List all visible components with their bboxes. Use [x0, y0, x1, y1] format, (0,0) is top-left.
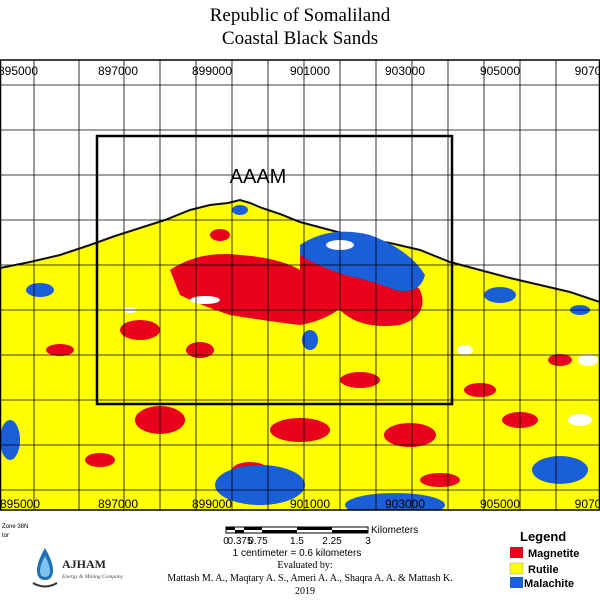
- no-data-patches: [123, 240, 598, 426]
- credits-authors: Mattash M. A., Maqtary A. S., Ameri A. A…: [167, 573, 453, 584]
- x-tick-bottom: 895000: [0, 497, 40, 511]
- legend-label-malachite: Malachite: [524, 578, 574, 590]
- logo-subtitle: Energy & Mining Company: [61, 574, 124, 580]
- study-area-label: AAAM: [230, 166, 287, 188]
- credits: Evaluated by: Mattash M. A., Maqtary A. …: [167, 560, 453, 597]
- scale-tick: 0.375: [227, 536, 252, 547]
- coastline: [0, 198, 600, 303]
- scale-tick: 0: [223, 536, 229, 547]
- x-tick-bottom: 899000: [192, 497, 232, 511]
- x-tick-top: 9070: [575, 64, 600, 78]
- scale-tick: 0.75: [248, 536, 268, 547]
- scale-tick: 2.25: [322, 536, 342, 547]
- water-drop-icon: [32, 548, 58, 588]
- scale-note: 1 centimeter = 0.6 kilometers: [233, 548, 362, 559]
- legend-swatch-rutile: [509, 562, 524, 575]
- x-tick-bottom: 897000: [98, 497, 138, 511]
- x-tick-top: 903000: [385, 64, 425, 78]
- credits-year: 2019: [295, 586, 315, 597]
- projection-zone: Zone 38N: [2, 524, 28, 530]
- scale-bar: 0 0.375 0.75 1.5 2.25 3 Kilometers 1 cen…: [223, 525, 418, 559]
- x-axis-top: 895000 897000 899000 901000 903000 90500…: [0, 64, 600, 78]
- x-tick-top: 901000: [290, 64, 330, 78]
- legend-label-magnetite: Magnetite: [528, 548, 579, 560]
- legend-label-rutile: Rutile: [528, 564, 559, 576]
- study-area-outline: [95, 134, 454, 406]
- credits-heading: Evaluated by:: [277, 560, 332, 571]
- map-title-line-1: Republic of Somaliland: [209, 5, 391, 26]
- legend-title: Legend: [520, 529, 566, 544]
- x-tick-bottom: 903000: [385, 497, 425, 511]
- x-tick-top: 895000: [0, 64, 38, 78]
- map-title-line-2: Coastal Black Sands: [221, 28, 379, 49]
- projection-type: tor: [2, 533, 9, 539]
- scale-unit: Kilometers: [371, 525, 418, 536]
- logo-name: AJHAM: [62, 557, 106, 571]
- x-tick-top: 905000: [480, 64, 520, 78]
- x-tick-bottom: 9070: [575, 497, 600, 511]
- x-tick-bottom: 901000: [290, 497, 330, 511]
- scale-tick: 1.5: [290, 536, 304, 547]
- scale-tick: 3: [365, 536, 371, 547]
- x-tick-top: 899000: [192, 64, 232, 78]
- company-logo: AJHAM Energy & Mining Company: [32, 548, 124, 588]
- legend: Legend Magnetite Rutile Malachite: [509, 529, 579, 590]
- legend-swatch-malachite: [510, 577, 523, 588]
- x-tick-top: 897000: [98, 64, 138, 78]
- x-tick-bottom: 905000: [480, 497, 520, 511]
- legend-swatch-magnetite: [510, 547, 523, 558]
- x-axis-bottom: 895000 897000 899000 901000 903000 90500…: [0, 497, 600, 511]
